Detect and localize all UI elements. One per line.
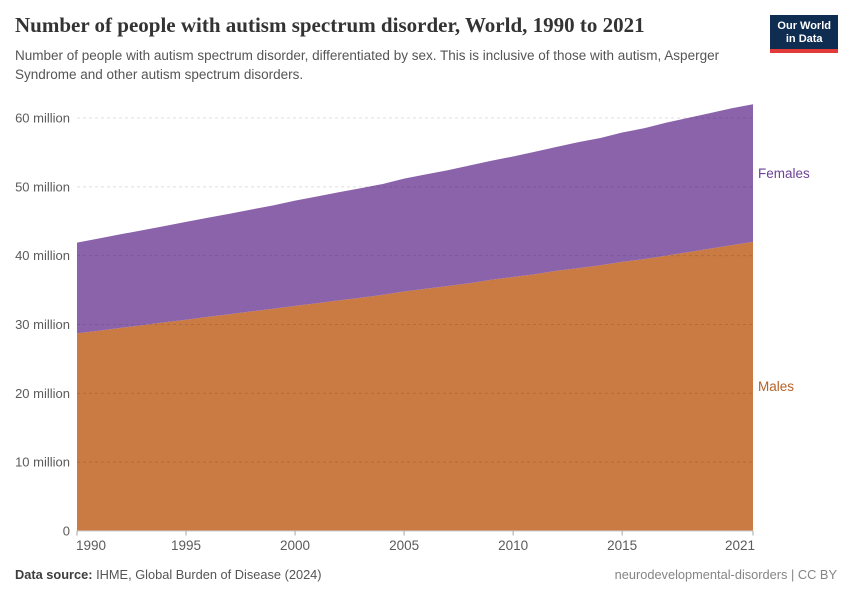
- y-tick-label: 60 million: [15, 111, 70, 126]
- chart-subtitle: Number of people with autism spectrum di…: [15, 48, 720, 82]
- owid-logo[interactable]: Our World in Data: [770, 15, 838, 53]
- page-title: Number of people with autism spectrum di…: [15, 13, 645, 37]
- x-tick-label: 1990: [76, 538, 106, 553]
- y-tick-label: 20 million: [15, 386, 70, 401]
- males-area[interactable]: [77, 241, 753, 531]
- owid-logo-line1: Our World: [777, 20, 831, 32]
- x-tick-label: 2000: [280, 538, 310, 553]
- y-tick-label: 0: [63, 524, 70, 539]
- y-tick-label: 40 million: [15, 248, 70, 263]
- data-source-text: IHME, Global Burden of Disease (2024): [92, 567, 322, 582]
- data-source-label: Data source:: [15, 567, 93, 582]
- series-label-females[interactable]: Females: [758, 166, 810, 181]
- series-label-males[interactable]: Males: [758, 379, 795, 394]
- x-tick-label: 1995: [171, 538, 201, 553]
- y-tick-label: 30 million: [15, 317, 70, 332]
- license-note[interactable]: neurodevelopmental-disorders | CC BY: [614, 567, 837, 582]
- owid-logo-line2: in Data: [785, 33, 823, 45]
- x-tick-label: 2010: [498, 538, 528, 553]
- females-area[interactable]: [77, 104, 753, 334]
- x-tick-label: 2021: [725, 538, 755, 553]
- x-tick-label: 2015: [607, 538, 637, 553]
- data-source-note: Data source: IHME, Global Burden of Dise…: [15, 567, 322, 582]
- y-tick-label: 50 million: [15, 179, 70, 194]
- y-tick-label: 10 million: [15, 455, 70, 470]
- x-tick-label: 2005: [389, 538, 419, 553]
